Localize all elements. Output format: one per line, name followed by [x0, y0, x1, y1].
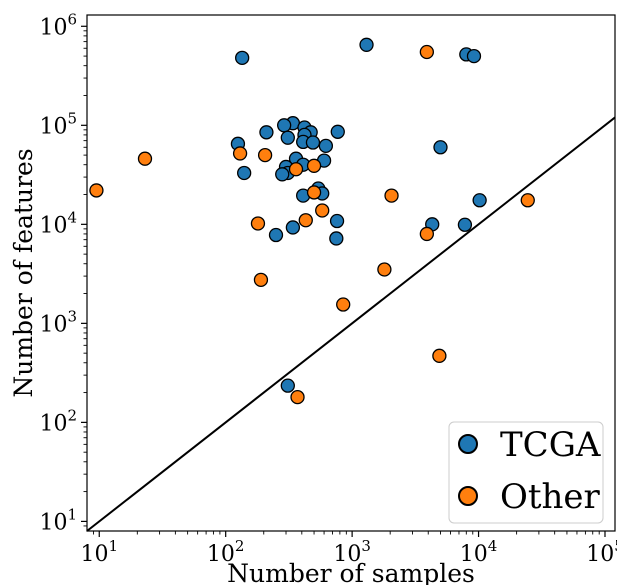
data-point-other	[315, 203, 330, 218]
data-point-tcga	[433, 140, 448, 155]
legend: TCGA Other	[448, 421, 604, 524]
data-point-other	[137, 151, 153, 166]
y-tick-label: 105	[39, 109, 77, 139]
plot-frame	[86, 14, 616, 532]
data-point-tcga	[285, 220, 301, 235]
x-axis-label: Number of samples	[227, 559, 475, 585]
data-point-other	[306, 185, 322, 200]
data-point-other	[377, 262, 392, 277]
data-point-tcga	[466, 48, 482, 64]
data-point-other	[520, 193, 535, 208]
data-point-tcga	[276, 118, 292, 133]
x-tick-label: 103	[333, 537, 371, 567]
x-tick-label: 101	[80, 537, 118, 567]
data-point-other	[257, 147, 273, 163]
reference-line	[86, 116, 616, 532]
reference-line-layer	[86, 116, 616, 532]
data-point-other	[232, 146, 248, 161]
x-tick-label: 102	[207, 537, 245, 567]
data-point-tcga	[457, 217, 473, 232]
data-point-other	[253, 272, 269, 288]
data-point-other	[419, 226, 435, 242]
data-point-tcga	[329, 213, 345, 229]
data-point-other	[336, 297, 351, 312]
ticks-layer: 101 102 103 104 105 101 102 103 104 105 106	[39, 10, 617, 567]
data-point-tcga	[235, 50, 250, 65]
data-point-tcga	[275, 167, 290, 182]
y-tick-label: 106	[39, 10, 77, 40]
x-tick-label: 104	[460, 537, 498, 567]
legend-label-tcga: TCGA	[500, 425, 601, 465]
y-tick-label: 103	[39, 307, 77, 337]
data-point-tcga	[472, 193, 487, 208]
data-point-other	[432, 348, 447, 363]
y-axis-label: Number of features	[9, 148, 38, 397]
data-point-tcga	[329, 231, 344, 246]
legend-box	[448, 421, 604, 524]
data-point-other	[290, 389, 305, 405]
legend-marker-other	[458, 486, 478, 506]
data-point-tcga	[305, 135, 321, 150]
y-tick-label: 101	[39, 505, 77, 535]
data-point-other	[384, 188, 399, 203]
data-point-other	[250, 216, 266, 231]
data-point-tcga	[268, 227, 284, 243]
data-point-tcga	[280, 378, 295, 393]
data-point-other	[419, 44, 435, 60]
data-point-other	[306, 158, 322, 173]
data-point-tcga	[330, 124, 345, 139]
legend-marker-tcga	[458, 434, 478, 454]
x-tick-label: 105	[586, 537, 617, 567]
data-point-tcga	[280, 130, 295, 145]
y-tick-label: 102	[39, 406, 77, 436]
y-tick-label: 104	[39, 208, 77, 238]
data-point-other	[288, 162, 304, 177]
data-point-tcga	[259, 125, 274, 140]
points-layer	[89, 37, 535, 405]
data-point-other	[298, 213, 313, 228]
data-point-tcga	[237, 165, 252, 181]
data-point-tcga	[318, 138, 334, 154]
data-point-other	[89, 183, 104, 198]
data-point-tcga	[359, 37, 374, 52]
legend-label-other: Other	[500, 477, 601, 517]
